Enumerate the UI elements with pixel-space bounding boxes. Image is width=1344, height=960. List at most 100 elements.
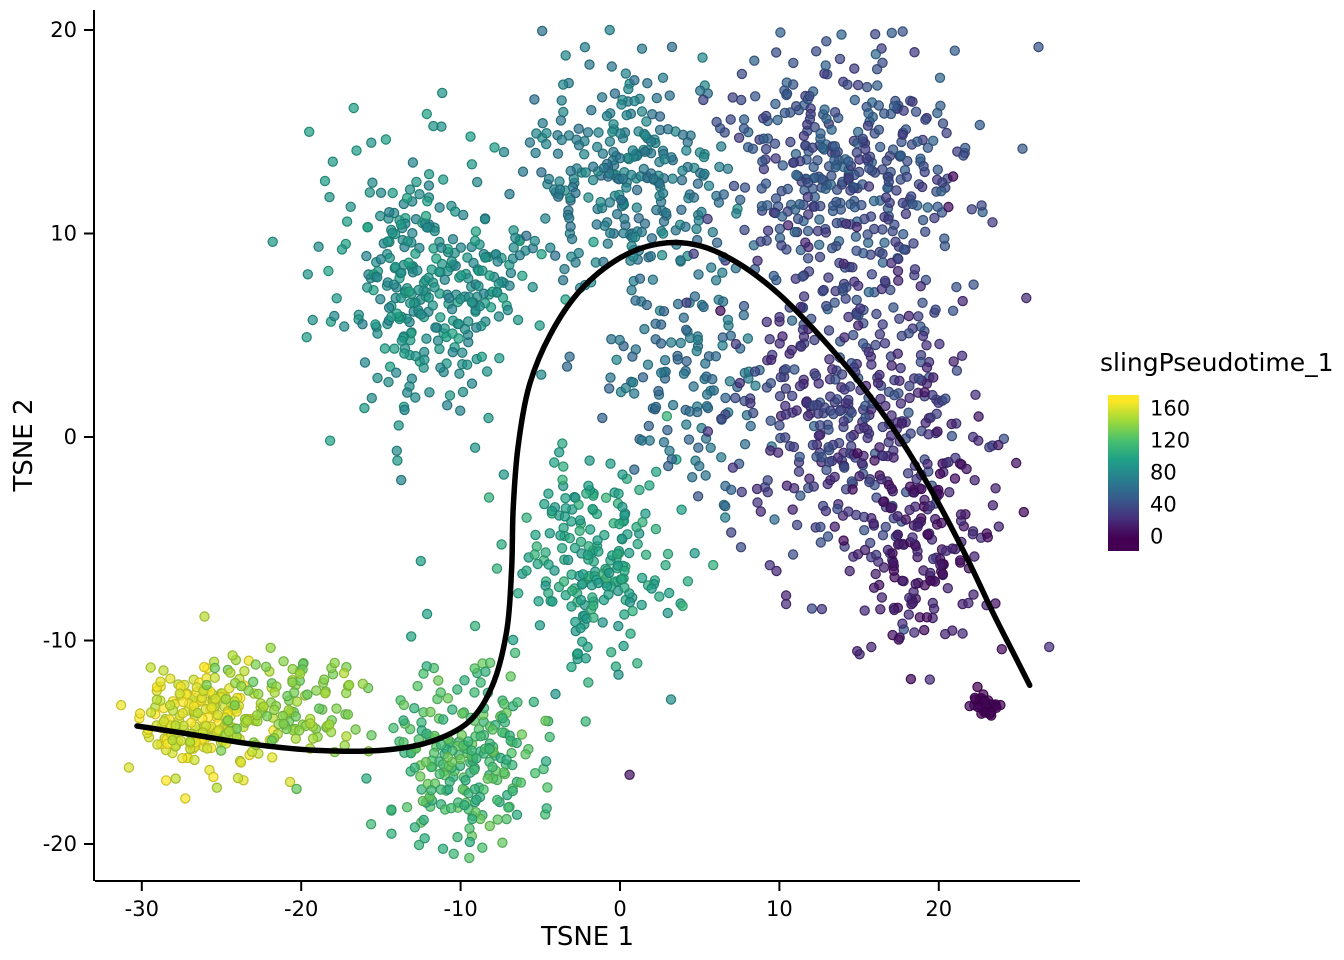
data-point: [170, 720, 181, 731]
data-point: [487, 761, 498, 773]
data-point: [600, 492, 612, 503]
data-point: [808, 481, 820, 492]
data-point: [664, 445, 675, 456]
data-point: [446, 304, 458, 315]
data-point: [566, 569, 577, 580]
data-point: [877, 248, 888, 259]
data-point: [811, 46, 822, 57]
data-point: [751, 483, 763, 495]
data-point: [678, 368, 690, 379]
legend: slingPseudotime_1 160 120 80 40 0: [1100, 348, 1344, 595]
data-point: [435, 687, 446, 698]
data-point: [456, 729, 467, 741]
data-point: [713, 197, 725, 208]
data-point: [468, 257, 479, 269]
data-point: [265, 642, 276, 654]
data-point: [736, 486, 748, 498]
data-point: [301, 332, 312, 343]
data-point: [541, 803, 552, 814]
data-point: [844, 381, 856, 392]
data-point: [544, 731, 555, 743]
data-point: [555, 115, 567, 126]
data-point: [786, 315, 798, 326]
data-point: [251, 710, 263, 721]
data-point: [592, 141, 603, 153]
data-point: [457, 386, 469, 398]
data-point: [484, 657, 496, 669]
data-point: [996, 644, 1008, 655]
data-point: [447, 704, 458, 715]
data-point: [260, 661, 272, 673]
data-point: [894, 375, 905, 386]
data-point: [829, 521, 841, 532]
data-point: [814, 239, 825, 250]
data-point: [606, 334, 617, 345]
data-point: [838, 416, 850, 427]
data-point: [764, 334, 775, 345]
data-point: [583, 677, 594, 688]
data-point: [269, 687, 280, 698]
data-point: [341, 731, 352, 742]
data-point: [304, 126, 315, 138]
data-point: [442, 400, 453, 411]
data-point: [561, 361, 573, 372]
data-point: [707, 374, 718, 385]
data-point: [695, 85, 706, 96]
data-point: [922, 529, 933, 540]
data-point: [720, 512, 731, 523]
data-point: [904, 504, 915, 516]
data-point: [484, 744, 495, 755]
data-point: [681, 297, 692, 308]
data-point: [993, 521, 1005, 532]
data-point: [554, 184, 566, 195]
data-point: [936, 185, 947, 197]
data-point: [789, 226, 801, 238]
data-point: [757, 156, 768, 167]
data-point: [707, 226, 719, 238]
data-point: [521, 512, 532, 523]
data-point: [641, 116, 652, 127]
data-point: [745, 398, 756, 409]
data-point: [897, 197, 909, 209]
data-point: [313, 703, 325, 714]
data-point: [427, 300, 438, 311]
data-point: [806, 603, 818, 614]
data-point: [755, 506, 767, 517]
data-point: [531, 128, 542, 139]
data-point: [1043, 641, 1055, 653]
data-point: [841, 218, 852, 229]
data-point: [672, 298, 684, 310]
data-point: [640, 549, 652, 561]
data-point: [702, 426, 714, 437]
data-point: [937, 177, 948, 188]
data-point: [399, 404, 410, 416]
data-point: [851, 221, 863, 233]
data-point: [604, 567, 615, 579]
axes: -30 -20 -10 0 10 20 -20 -10 0 10 20: [43, 10, 1080, 921]
data-point: [457, 708, 468, 719]
data-point: [402, 236, 413, 247]
data-point: [905, 428, 916, 439]
data-point: [566, 661, 577, 673]
data-point: [232, 772, 244, 784]
data-point: [886, 27, 898, 39]
data-point: [543, 173, 555, 185]
data-point: [920, 226, 931, 237]
data-point: [339, 321, 350, 332]
data-point: [341, 216, 353, 227]
data-point: [520, 749, 531, 760]
data-point: [388, 722, 399, 734]
data-point: [987, 217, 998, 228]
data-point: [505, 671, 516, 682]
data-point: [907, 96, 918, 107]
data-point: [656, 367, 667, 378]
data-point: [862, 229, 873, 240]
data-point: [201, 743, 213, 754]
data-point: [471, 322, 482, 333]
data-point: [901, 171, 913, 182]
data-point: [738, 300, 750, 312]
data-point: [593, 546, 604, 557]
data-point: [612, 548, 623, 560]
data-point: [284, 776, 296, 788]
data-point: [311, 685, 322, 696]
